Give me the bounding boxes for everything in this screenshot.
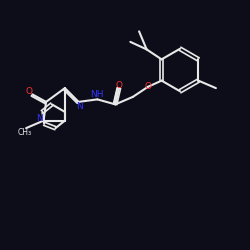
- Text: N: N: [76, 102, 83, 110]
- Text: O: O: [26, 87, 33, 96]
- Text: NH: NH: [90, 90, 104, 99]
- Text: O: O: [144, 82, 151, 91]
- Text: N: N: [36, 114, 43, 122]
- Text: O: O: [116, 80, 122, 90]
- Text: CH₃: CH₃: [18, 128, 32, 137]
